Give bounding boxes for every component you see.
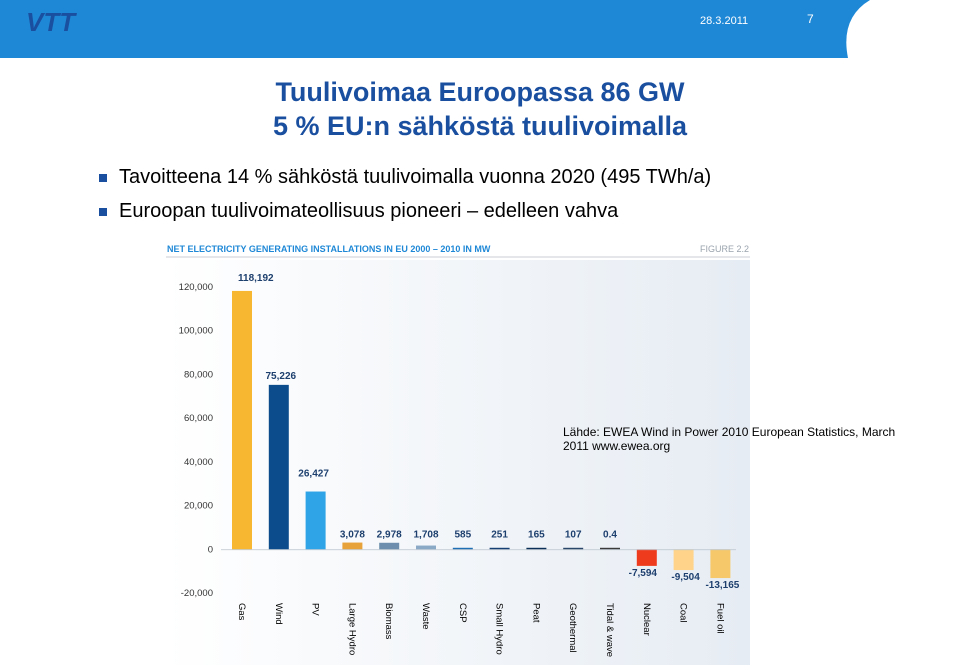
x-category-label: Large Hydro [346, 603, 357, 655]
x-category-label: CSP [457, 603, 468, 623]
data-label: 251 [491, 529, 508, 540]
x-category-label: Peat [530, 603, 541, 623]
bar-gas [232, 290, 252, 550]
bullet-square-icon [99, 207, 107, 216]
bar-coal [673, 549, 694, 571]
y-tick-label: -20,000 [181, 588, 213, 599]
bar-biomass [379, 542, 400, 550]
data-label: -13,165 [705, 580, 739, 591]
data-label: 118,192 [238, 273, 274, 284]
y-tick-label: 100,000 [179, 326, 213, 337]
bullet-text: Euroopan tuulivoimateollisuus pioneeri –… [119, 200, 619, 222]
data-label: 75,226 [266, 371, 297, 382]
data-label: 2,978 [377, 529, 402, 540]
x-category-label: Tidal & wave [604, 603, 615, 657]
chart-title: NET ELECTRICITY GENERATING INSTALLATIONS… [167, 244, 491, 254]
data-label: 585 [454, 529, 471, 540]
x-category-label: Waste [420, 603, 431, 630]
data-label: 0.4 [603, 529, 617, 540]
y-tick-label: 60,000 [184, 413, 213, 424]
x-category-label: Gas [236, 603, 247, 621]
source-note: Lähde: EWEA Wind in Power 2010 European … [563, 425, 896, 453]
figure-label: FIGURE 2.2 [700, 244, 749, 254]
x-category-label: Coal [678, 603, 689, 623]
bar-wind [268, 384, 289, 550]
bar-geothermal [563, 547, 584, 550]
slide-title-line1: Tuulivoimaa Euroopassa 86 GW [275, 77, 685, 107]
plot-background [166, 260, 750, 665]
data-label: 1,708 [413, 529, 438, 540]
page-number: 7 [807, 12, 814, 26]
bullet-item: Tavoitteena 14 % sähköstä tuulivoimalla … [99, 166, 711, 189]
y-tick-label: 80,000 [184, 369, 213, 380]
data-label: 165 [528, 529, 545, 540]
x-category-label: Nuclear [641, 603, 652, 636]
bullet-square-icon [99, 173, 107, 182]
vtt-logo: VTT [1, 0, 77, 36]
y-tick-label: 0 [208, 544, 213, 555]
x-category-label: Wind [273, 603, 284, 625]
slide-date: 28.3.2011 [700, 15, 749, 27]
x-category-label: Biomass [383, 603, 394, 640]
x-category-label: PV [310, 603, 321, 616]
bar-large-hydro [342, 542, 363, 550]
data-label: -9,504 [671, 572, 700, 583]
bar-waste [416, 545, 436, 550]
y-tick-label: 120,000 [179, 282, 213, 293]
data-label: 26,427 [298, 469, 329, 480]
x-category-label: Fuel oil [714, 603, 725, 634]
header-bar: 28.3.2011 7 VTT [0, 0, 960, 58]
bar-peat [526, 547, 547, 550]
bar-fuel-oil [710, 549, 731, 579]
x-category-label: Small Hydro [494, 603, 505, 655]
data-label: 3,078 [340, 529, 365, 540]
x-category-label: Geothermal [567, 603, 578, 653]
slide-title-line2: 5 % EU:n sähköstä tuulivoimalla [272, 111, 688, 141]
bar-csp [452, 547, 473, 550]
data-label: -7,594 [629, 568, 658, 579]
bullet-item: Euroopan tuulivoimateollisuus pioneeri –… [99, 200, 618, 223]
data-label: 107 [565, 529, 582, 540]
vtt-logo-text: VTT [26, 7, 77, 36]
header-background [0, 0, 960, 58]
y-tick-label: 20,000 [184, 501, 213, 512]
y-tick-label: 40,000 [184, 457, 213, 468]
bullet-text: Tavoitteena 14 % sähköstä tuulivoimalla … [119, 166, 712, 188]
bar-chart: NET ELECTRICITY GENERATING INSTALLATIONS… [166, 244, 750, 665]
bar-pv [305, 491, 326, 550]
bar-small-hydro [489, 547, 510, 550]
bar-nuclear [636, 549, 657, 566]
bar-tidal-wave [600, 547, 620, 550]
